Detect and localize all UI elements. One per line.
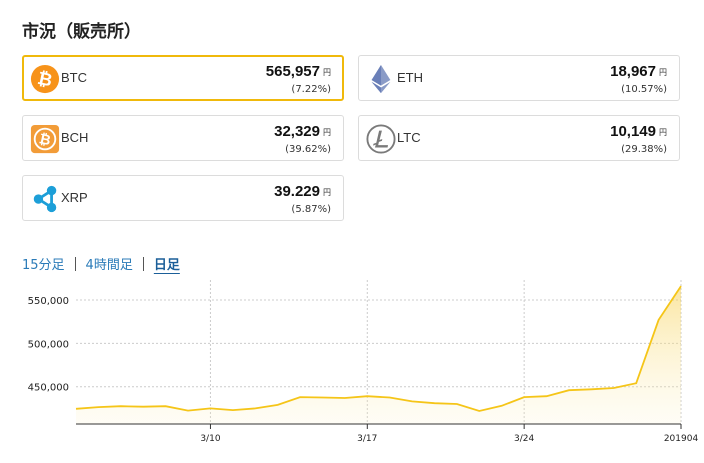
- tab-daily[interactable]: 日足: [153, 258, 180, 273]
- coin-symbol: XRP: [61, 190, 88, 205]
- x-tick-label: 201904: [664, 434, 699, 444]
- page-title: 市況（販売所）: [22, 22, 141, 42]
- coin-card-xrp[interactable]: XRP 39.229 円 (5.87%): [22, 175, 344, 221]
- y-tick-label: 450,000: [28, 383, 69, 394]
- coin-price: 18,967 円: [610, 63, 667, 80]
- x-tick-label: 3/17: [357, 434, 377, 444]
- coin-card-eth[interactable]: ETH 18,967 円 (10.57%): [358, 55, 680, 101]
- x-tick-label: 3/10: [200, 434, 220, 444]
- coin-card-ltc[interactable]: LTC 10,149 円 (29.38%): [358, 115, 680, 161]
- ethereum-icon: [371, 64, 391, 94]
- coin-price: 10,149 円: [610, 123, 667, 140]
- coin-symbol: BCH: [61, 130, 89, 145]
- tab-divider: [74, 256, 76, 271]
- bitcoin-cash-icon: ₿: [30, 124, 60, 154]
- coin-card-btc[interactable]: ₿ BTC 565,957 円 (7.22%): [22, 55, 344, 101]
- tab-divider: [142, 256, 144, 271]
- coin-card-bch[interactable]: ₿ BCH 32,329 円 (39.62%): [22, 115, 344, 161]
- coin-change: (7.22%): [291, 84, 331, 95]
- tab-15min[interactable]: 15分足: [22, 258, 65, 273]
- coin-price: 39.229 円: [274, 183, 331, 200]
- coin-symbol: BTC: [61, 70, 87, 85]
- svg-text:₿: ₿: [37, 131, 52, 149]
- coin-change: (39.62%): [285, 144, 331, 155]
- coin-symbol: LTC: [397, 130, 421, 145]
- coin-price: 565,957 円: [265, 63, 331, 80]
- coin-change: (10.57%): [621, 84, 667, 95]
- coin-change: (5.87%): [291, 204, 331, 215]
- price-line: [75, 285, 682, 412]
- litecoin-icon: [366, 124, 396, 154]
- timeframe-tabs: 15分足 4時間足 日足: [22, 254, 180, 273]
- y-tick-label: 550,000: [28, 296, 69, 307]
- ripple-icon: [33, 185, 57, 213]
- bitcoin-icon: ₿: [30, 64, 60, 94]
- x-tick-label: 3/24: [514, 434, 534, 444]
- price-area: [76, 286, 681, 424]
- y-tick-label: 500,000: [28, 339, 69, 350]
- coin-change: (29.38%): [621, 144, 667, 155]
- tab-4hour[interactable]: 4時間足: [85, 258, 133, 273]
- coin-symbol: ETH: [397, 70, 423, 85]
- price-chart: 450,000 500,000 550,000 3/10 3/17 3/24 201904: [28, 280, 699, 444]
- coin-price: 32,329 円: [274, 123, 331, 140]
- svg-text:₿: ₿: [36, 68, 55, 92]
